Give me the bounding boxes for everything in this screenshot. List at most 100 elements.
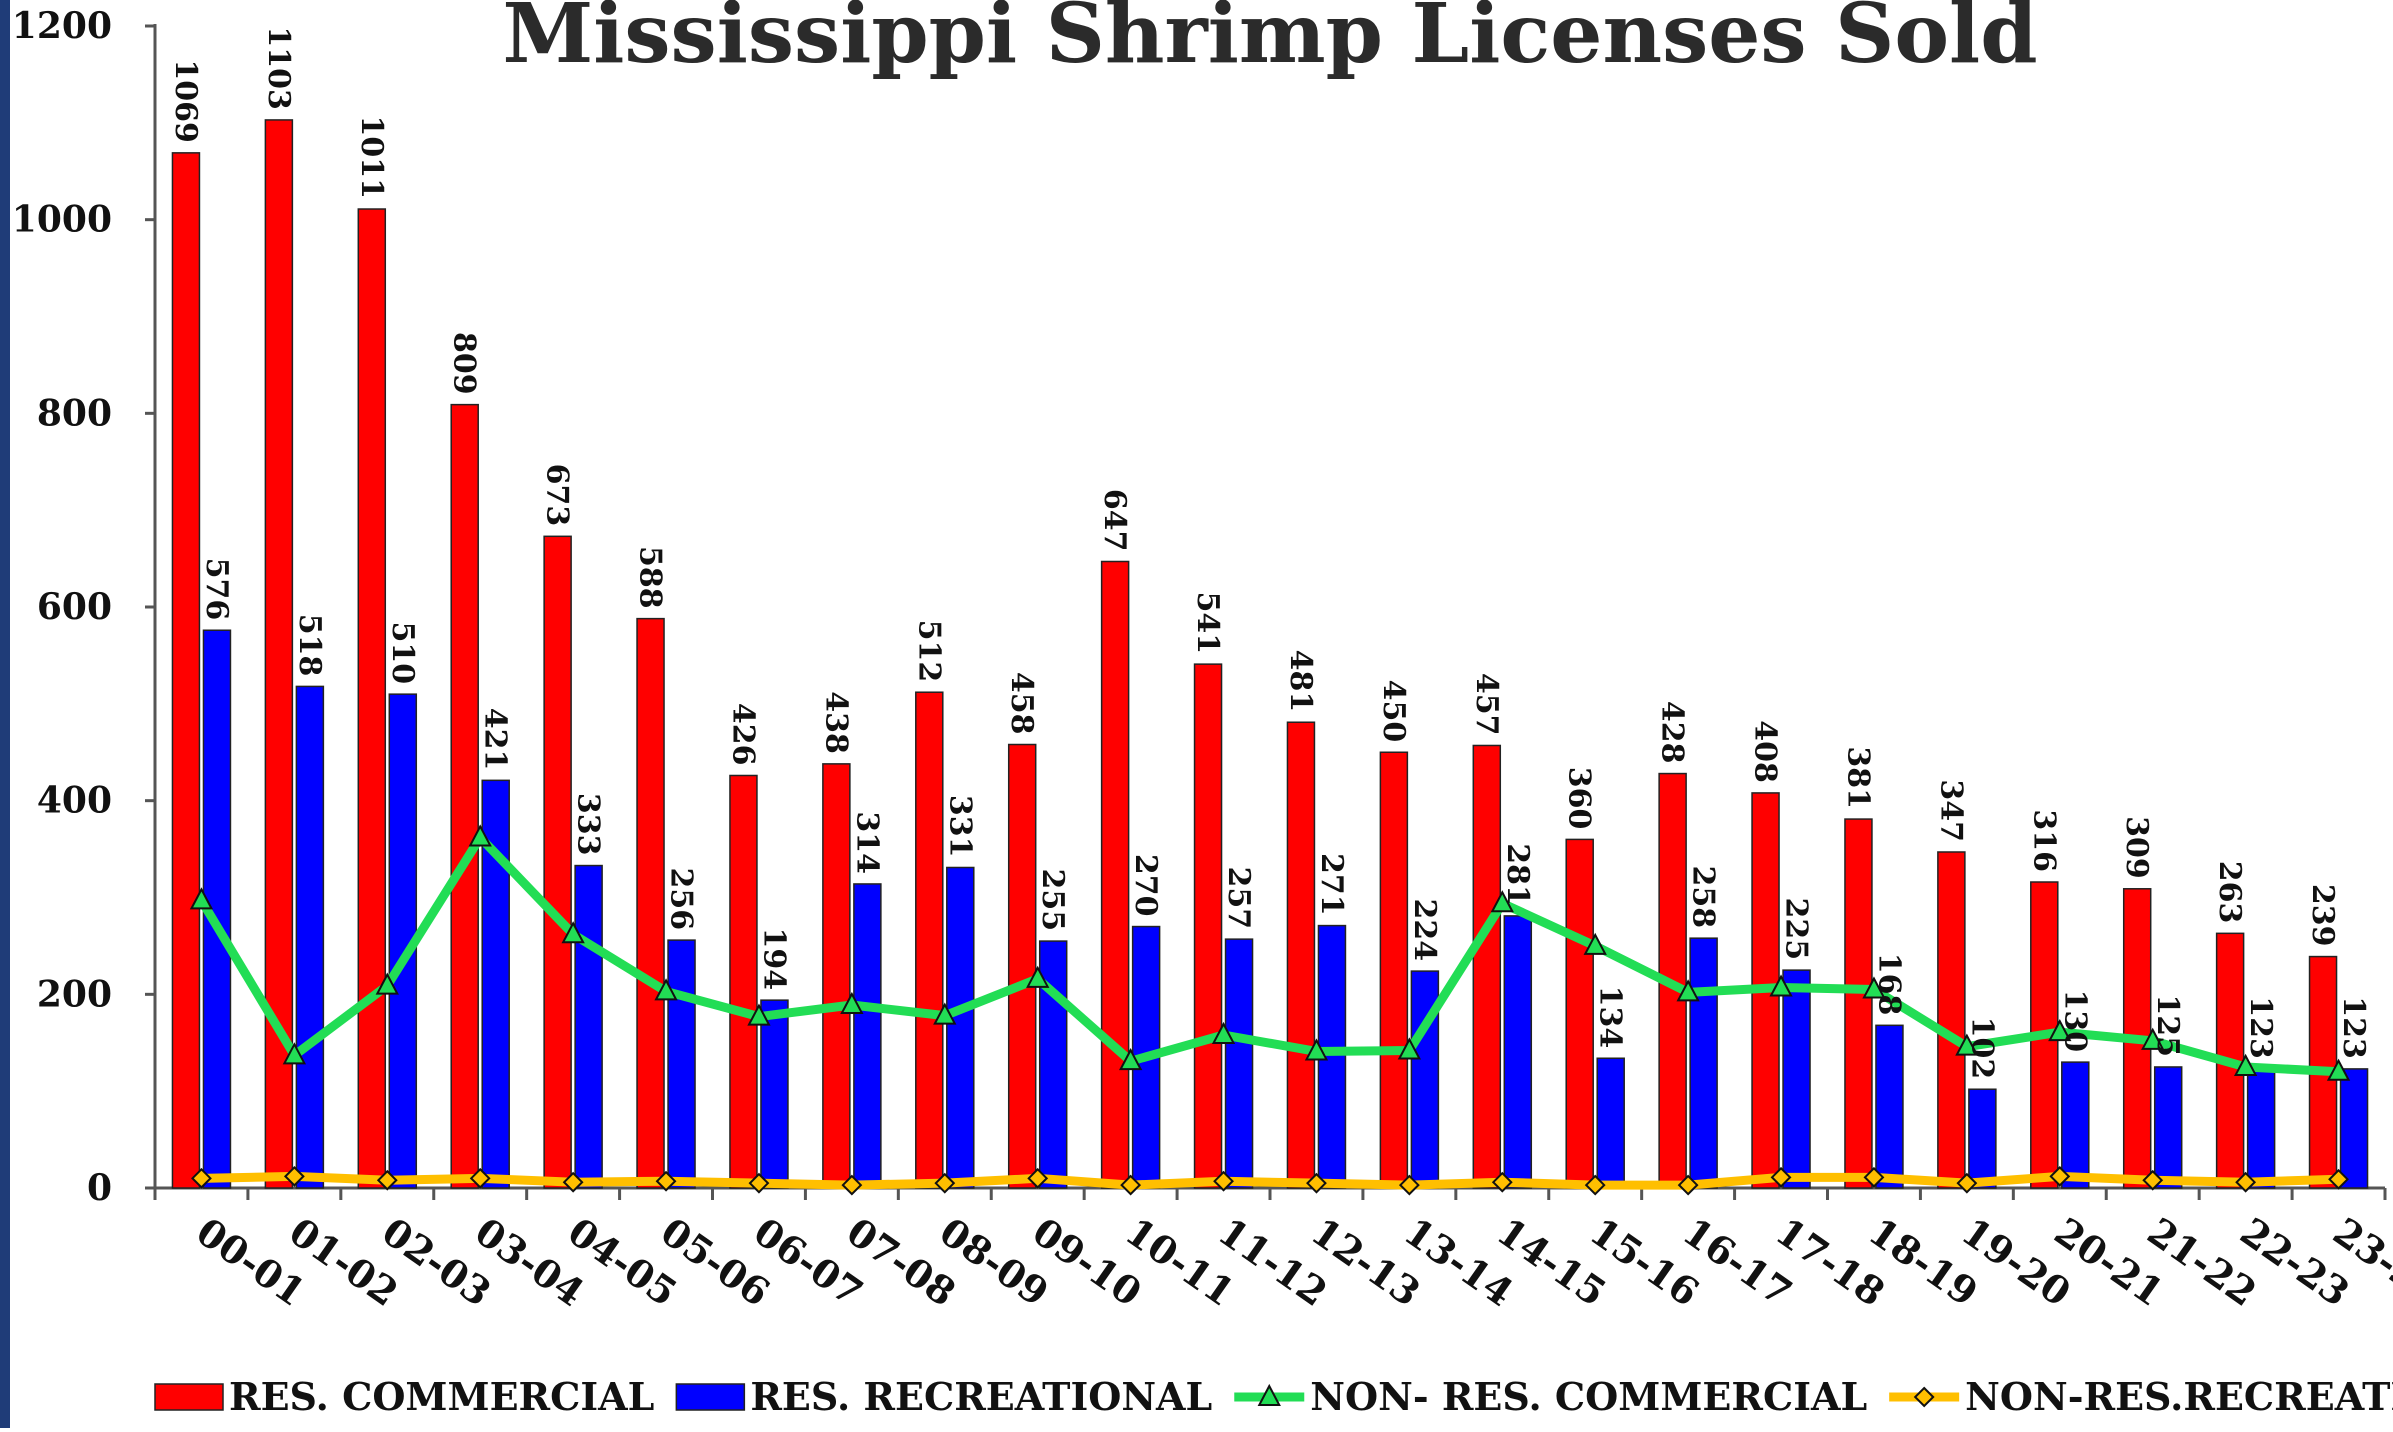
res-recreational-bar — [2153, 1066, 2183, 1189]
non-res-recreational-marker — [2328, 1168, 2349, 1190]
res-commercial-bar — [1286, 721, 1316, 1189]
res-commercial-bar — [1379, 751, 1409, 1189]
res-commercial-bar — [1472, 744, 1502, 1189]
res-recreational-data-label: 255 — [1035, 868, 1070, 931]
res-recreational-data-label: 102 — [1964, 1017, 1999, 1080]
res-recreational-bar — [1968, 1088, 1997, 1189]
res-recreational-data-label: 258 — [1686, 866, 1721, 929]
res-recreational-data-label: 510 — [385, 622, 420, 685]
non-res-commercial-marker — [1304, 1038, 1329, 1061]
res-recreational-bar — [574, 864, 603, 1189]
y-tick-label: 0 — [87, 1167, 112, 1209]
res-commercial-data-label: 316 — [2026, 809, 2061, 872]
non-res-recreational-marker — [562, 1171, 584, 1193]
res-commercial-bar — [1844, 818, 1873, 1189]
res-recreational-bar — [1689, 937, 1718, 1189]
res-commercial-bar — [1100, 560, 1130, 1189]
res-commercial-data-label: 347 — [1933, 779, 1968, 842]
res-recreational-bar — [1503, 915, 1533, 1189]
non-res-commercial-marker — [282, 1042, 307, 1065]
non-res-commercial-marker — [1397, 1037, 1422, 1060]
res-commercial-data-label: 512 — [911, 620, 946, 683]
non-res-recreational-marker — [2049, 1165, 2071, 1187]
res-commercial-data-label: 481 — [1283, 650, 1318, 713]
non-res-commercial-marker — [1583, 932, 1607, 955]
non-res-recreational-marker — [1306, 1172, 1327, 1194]
y-tick-label: 1000 — [12, 199, 112, 241]
res-recreational-data-label: 576 — [199, 558, 234, 621]
res-recreational-bar — [667, 939, 696, 1189]
res-recreational-data-label: 421 — [478, 708, 513, 771]
y-tick-label: 400 — [37, 780, 112, 822]
res-recreational-data-label: 314 — [849, 811, 884, 874]
res-recreational-data-label: 125 — [2150, 994, 2185, 1057]
non-res-recreational-marker — [1770, 1166, 1792, 1188]
res-recreational-bar — [853, 883, 882, 1189]
res-commercial-data-label: 673 — [540, 464, 575, 527]
res-commercial-bar — [171, 152, 201, 1189]
res-commercial-data-label: 809 — [447, 332, 482, 395]
res-recreational-bar — [1875, 1024, 1904, 1189]
res-recreational-bar — [1782, 969, 1811, 1189]
res-commercial-data-label: 1011 — [354, 116, 389, 200]
res-recreational-data-label: 123 — [2336, 996, 2371, 1059]
non-res-commercial-marker — [840, 991, 864, 1014]
non-res-commercial-marker — [1118, 1048, 1143, 1071]
non-res-recreational-marker — [2235, 1171, 2257, 1193]
legend-marker-non-res-recreational — [1913, 1386, 1935, 1408]
non-res-commercial-marker — [1026, 965, 1050, 988]
res-commercial-data-label: 239 — [2305, 884, 2340, 947]
non-res-commercial-marker — [1676, 979, 1700, 1002]
res-recreational-data-label: 518 — [292, 614, 327, 677]
res-commercial-data-label: 588 — [633, 546, 668, 609]
res-recreational-data-label: 134 — [1593, 986, 1628, 1049]
res-recreational-bar — [1224, 938, 1254, 1189]
res-commercial-bar — [1007, 743, 1037, 1189]
non-res-commercial-marker — [2326, 1058, 2351, 1081]
y-tick-label: 200 — [37, 973, 112, 1015]
res-commercial-data-label: 1069 — [168, 59, 203, 143]
res-commercial-data-label: 457 — [1469, 673, 1504, 736]
left-border-strip — [0, 0, 10, 1428]
non-res-recreational-marker — [2142, 1169, 2164, 1191]
res-commercial-bar — [450, 403, 479, 1189]
non-res-recreational-marker — [1491, 1171, 1513, 1193]
non-res-commercial-marker — [468, 824, 492, 847]
chart-title: Mississippi Shrimp Licenses Sold — [502, 0, 2037, 82]
res-recreational-data-label: 270 — [1128, 854, 1163, 917]
lines — [189, 824, 2351, 1196]
res-recreational-data-label: 225 — [1779, 898, 1814, 961]
res-commercial-bar — [729, 774, 758, 1189]
res-commercial-bar — [636, 617, 665, 1189]
res-commercial-data-label: 263 — [2212, 861, 2247, 924]
res-commercial-bar — [1193, 663, 1223, 1189]
non-res-recreational-marker — [655, 1170, 677, 1192]
non-res-commercial-marker — [189, 887, 214, 910]
res-recreational-data-label: 123 — [2243, 996, 2278, 1059]
res-commercial-bar — [543, 535, 572, 1189]
legend-label-res-recreational: RES. RECREATIONAL — [750, 1374, 1212, 1419]
non-res-commercial-marker — [2141, 1027, 2165, 1050]
res-commercial-data-label: 426 — [725, 703, 760, 766]
y-tick-label: 600 — [37, 586, 112, 628]
non-res-recreational-marker — [376, 1169, 398, 1191]
non-res-recreational-marker — [1584, 1174, 1606, 1196]
non-res-commercial-marker — [2233, 1053, 2258, 1076]
legend-label-non-res-commercial: NON- RES. COMMERCIAL — [1310, 1374, 1867, 1419]
res-recreational-bar — [1596, 1057, 1625, 1189]
non-res-commercial-marker — [1955, 1033, 1979, 1056]
non-res-recreational-marker — [1677, 1174, 1699, 1196]
y-tick-label: 800 — [37, 392, 112, 434]
legend-label-res-commercial: RES. COMMERCIAL — [229, 1374, 654, 1419]
res-commercial-data-label: 450 — [1376, 680, 1411, 743]
res-commercial-data-label: 438 — [818, 691, 853, 754]
non-res-commercial-marker — [1862, 976, 1886, 999]
res-commercial-data-label: 381 — [1840, 746, 1875, 809]
res-commercial-data-label: 408 — [1748, 720, 1783, 783]
non-res-recreational-marker — [1863, 1166, 1885, 1188]
non-res-recreational-marker — [469, 1167, 491, 1189]
y-tick-label: 1200 — [12, 5, 112, 47]
non-res-recreational-line — [201, 1171, 2339, 1190]
